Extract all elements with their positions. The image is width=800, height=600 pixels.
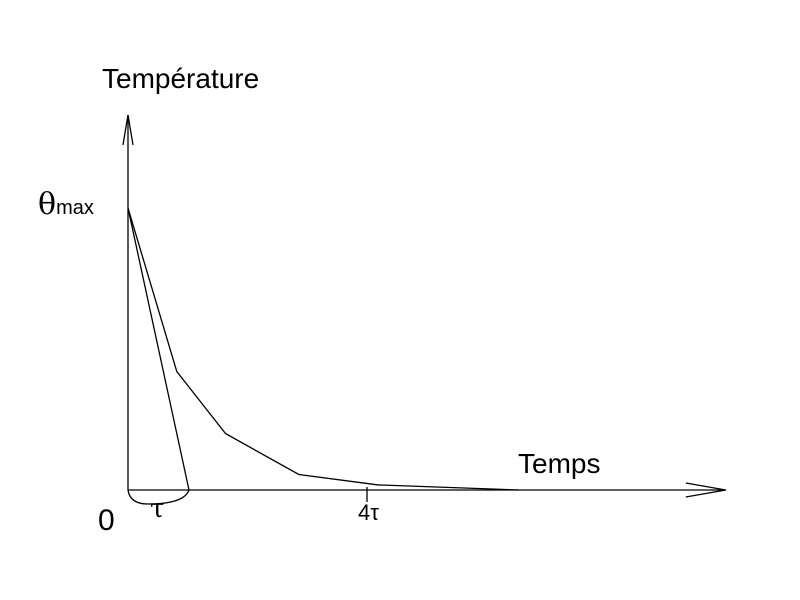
tau-label: τ xyxy=(150,494,164,524)
origin-label: 0 xyxy=(98,504,115,537)
tau-brace xyxy=(127,489,190,505)
y-axis-label: Température xyxy=(102,63,259,94)
series-tangent-line xyxy=(127,207,190,491)
y-axis-arrow xyxy=(122,114,134,146)
series-temperature-decay xyxy=(127,207,519,491)
x-axis-arrow xyxy=(685,482,726,498)
max-subscript: max xyxy=(56,197,94,219)
theta-symbol: θ xyxy=(38,187,56,222)
tick-4tau-label: 4τ xyxy=(358,500,379,525)
theta-max-label: θmax xyxy=(38,187,94,222)
x-axis-label: Temps xyxy=(518,448,600,479)
